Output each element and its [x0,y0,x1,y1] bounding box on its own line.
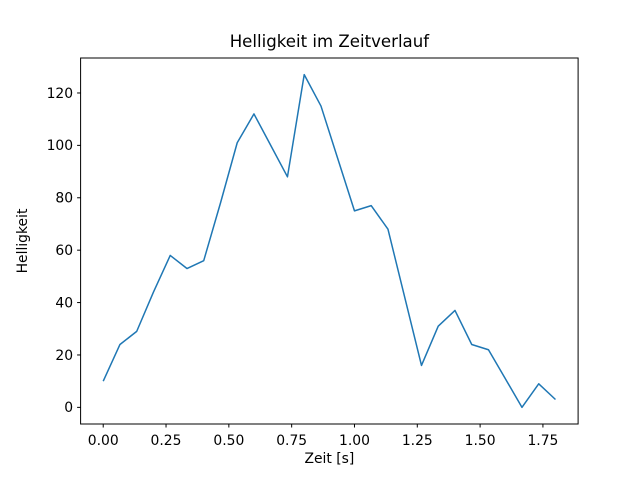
x-tick-label: 0.75 [276,433,307,449]
x-tick-label: 0.25 [151,433,182,449]
x-tick-label: 0.00 [88,433,119,449]
y-tick-label: 120 [47,86,74,102]
chart-title: Helligkeit im Zeitverlauf [230,32,431,51]
x-tick-label: 1.00 [339,433,370,449]
x-axis-label: Zeit [s] [304,451,354,467]
brightness-line [102,73,557,409]
y-tick-label: 20 [55,348,73,364]
y-axis-label: Helligkeit [15,208,31,273]
x-tick-label: 1.75 [527,433,558,449]
x-tick-label: 1.50 [465,433,496,449]
y-tick-label: 60 [55,243,73,259]
y-tick-label: 80 [55,191,73,207]
axis-ticks: 0.00 0.25 0.50 0.75 1.00 1.25 1.50 1.75 0 20 40 60 8… [47,86,559,449]
plot-frame [80,57,579,425]
y-tick-label: 0 [64,400,73,416]
y-tick-label: 100 [47,138,74,154]
x-tick-label: 1.25 [402,433,433,449]
x-tick-label: 0.50 [213,433,244,449]
y-tick-label: 40 [55,295,73,311]
